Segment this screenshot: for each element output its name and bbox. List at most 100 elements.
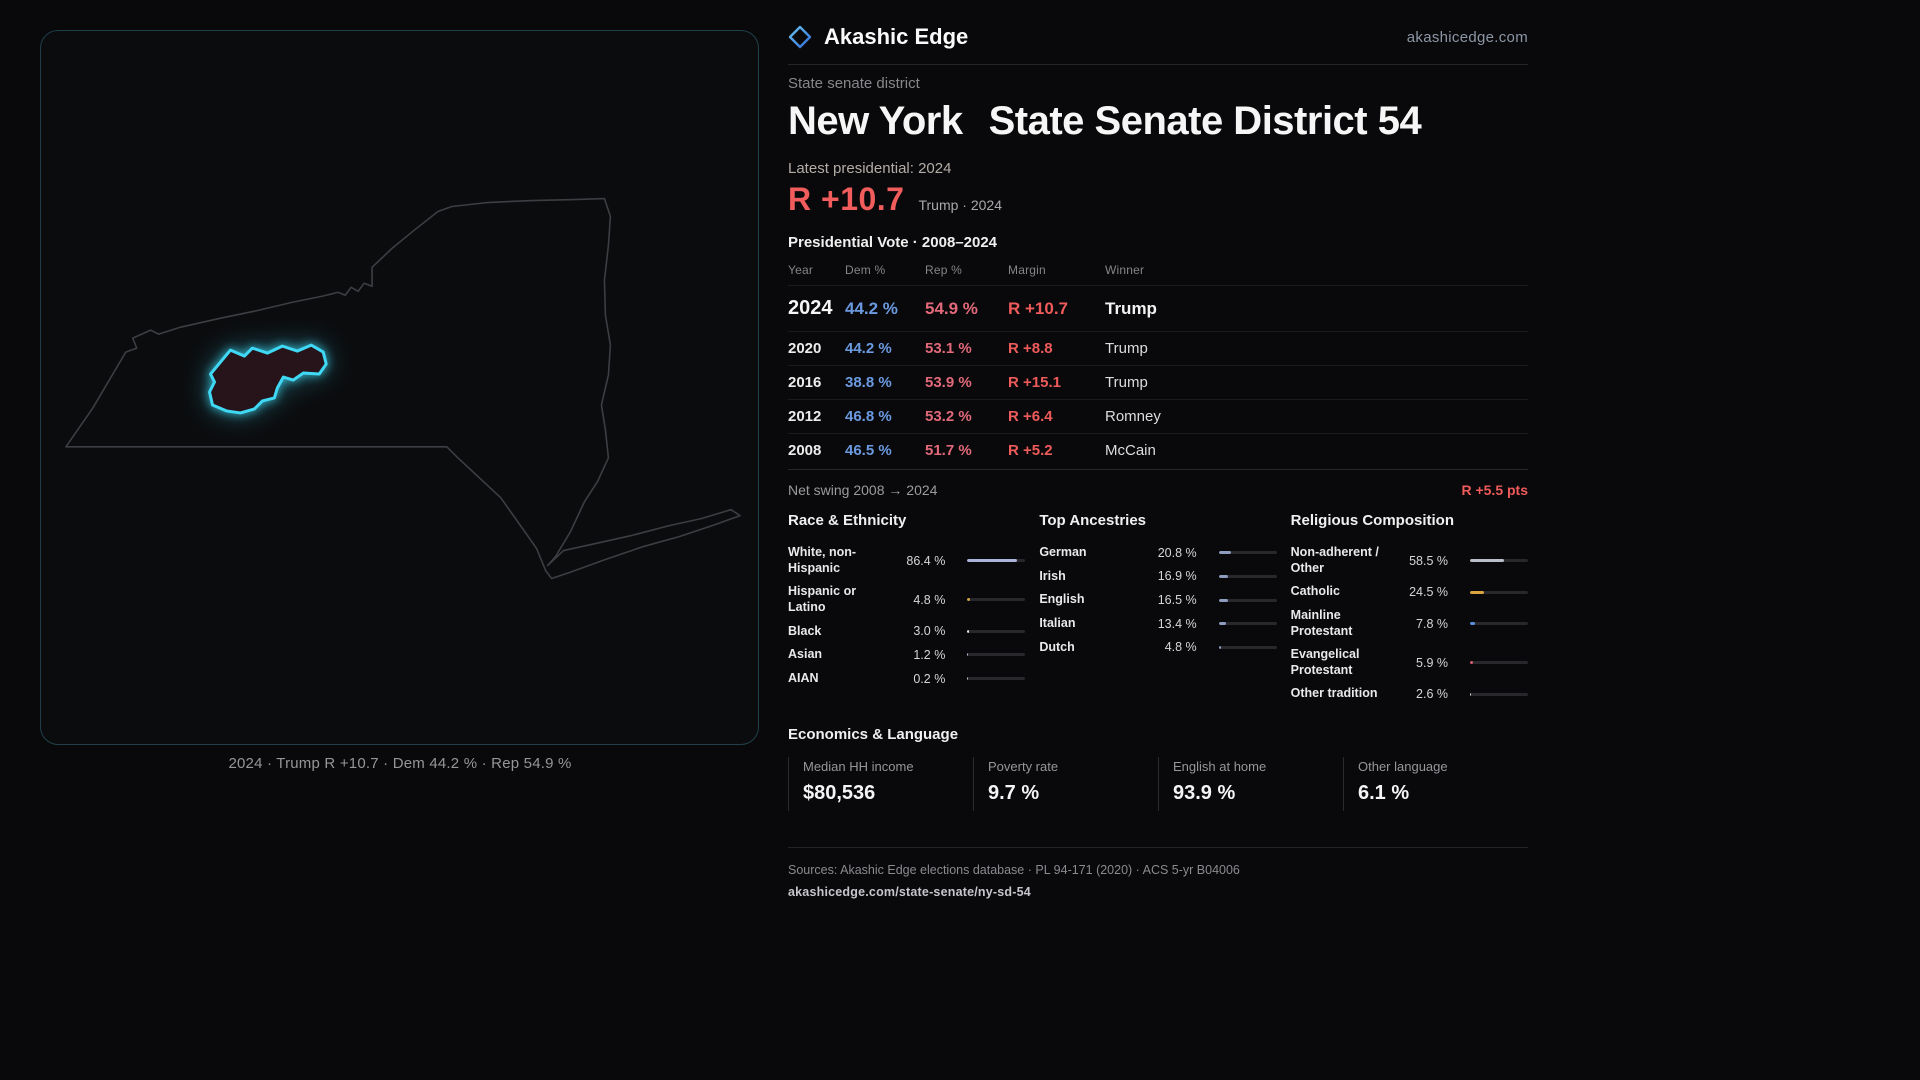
demo-value: 13.4 % (1157, 616, 1197, 631)
demo-value: 24.5 % (1409, 585, 1448, 600)
col-header-margin: Margin (1008, 263, 1046, 277)
percent-bar (1218, 645, 1277, 649)
section-title: Top Ancestries (1039, 512, 1147, 529)
demo-label: Hispanic or Latino (788, 584, 857, 614)
cell-winner: Trump (1105, 340, 1148, 357)
net-swing-label: Net swing 2008 → 2024 (788, 482, 938, 498)
headline-margin-row: R +10.7 Trump · 2024 (788, 181, 1528, 218)
demo-row: Asian 1.2 % (788, 643, 1026, 667)
new-york-outline (65, 197, 741, 580)
demo-row: Other tradition 2.6 % (1291, 682, 1528, 706)
percent-bar-fill (1218, 598, 1229, 602)
cell-dem: 44.2 % (845, 299, 898, 318)
demo-label: Mainline Protestant (1290, 607, 1353, 638)
latest-presidential-label: Latest presidential: 2024 (788, 160, 952, 177)
demo-label: Asian (788, 647, 823, 662)
demo-value: 86.4 % (906, 553, 946, 568)
percent-bar-fill (1218, 574, 1229, 578)
table-row: 2016 38.8 % 53.9 % R +15.1 Trump (788, 366, 1528, 400)
demo-value: 0.2 % (913, 671, 946, 686)
percent-bar-fill (1469, 622, 1475, 625)
col-header-rep: Rep % (925, 263, 963, 277)
new-york-state-map (65, 197, 741, 580)
section-divider (788, 469, 1528, 470)
footer: Sources: Akashic Edge elections database… (788, 847, 1528, 902)
demo-value: 5.9 % (1416, 655, 1448, 670)
demo-value: 4.8 % (913, 592, 946, 607)
cell-rep: 51.7 % (925, 442, 972, 459)
percent-bar-fill (1218, 551, 1231, 555)
headline-margin-value: R +10.7 (788, 181, 905, 217)
percent-bar-fill (967, 653, 969, 657)
demo-label: English (1039, 592, 1085, 607)
cell-margin: R +6.4 (1008, 408, 1053, 425)
demo-row: Evangelical Protestant 5.9 % (1291, 643, 1528, 682)
demo-row: Catholic 24.5 % (1291, 580, 1528, 604)
economics-title: Economics & Language (788, 726, 959, 743)
percent-bar (967, 629, 1026, 633)
percent-bar-fill (1218, 622, 1227, 626)
percent-bar-fill (1218, 645, 1222, 649)
brand-name: Akashic Edge (824, 24, 969, 49)
stat-label: Median HH income (803, 759, 914, 774)
district-54-shape[interactable] (208, 343, 328, 415)
stat-english-at-home: English at home 93.9 % (1158, 757, 1343, 811)
cell-margin: R +5.2 (1008, 442, 1053, 459)
demo-label: Evangelical Protestant (1290, 647, 1360, 677)
cell-winner: Trump (1105, 299, 1157, 318)
district-map-panel (40, 30, 759, 745)
cell-margin: R +15.1 (1008, 374, 1061, 391)
demo-row: Black 3.0 % (788, 620, 1026, 644)
demo-label: Non-adherent / Other (1290, 545, 1379, 575)
demo-label: Black (788, 623, 822, 638)
demo-row: AIAN 0.2 % (788, 667, 1026, 691)
demo-row: Dutch 4.8 % (1039, 636, 1277, 660)
percent-bar-fill (967, 559, 1018, 563)
demo-row: Non-adherent / Other 58.5 % (1291, 541, 1528, 580)
header-bar: Akashic Edge akashicedge.com (788, 24, 1528, 65)
section-title: Religious Composition (1290, 512, 1454, 529)
stat-value: $80,536 (803, 782, 876, 804)
stat-label: English at home (1173, 759, 1267, 774)
map-caption: 2024 · Trump R +10.7 · Dem 44.2 % · Rep … (228, 755, 572, 772)
percent-bar (1469, 692, 1528, 696)
permalink[interactable]: akashicedge.com/state-senate/ny-sd-54 (788, 885, 1031, 899)
vote-table-title: Presidential Vote · 2008–2024 (788, 234, 998, 251)
stat-label: Other language (1358, 759, 1448, 774)
cell-dem: 38.8 % (845, 374, 892, 391)
percent-bar (967, 677, 1026, 681)
table-row: 2008 46.5 % 51.7 % R +5.2 McCain (788, 434, 1528, 467)
demo-value: 4.8 % (1164, 640, 1197, 655)
percent-bar (1469, 622, 1528, 625)
percent-bar (1218, 551, 1277, 555)
cell-dem: 46.8 % (845, 408, 892, 425)
percent-bar-fill (1469, 559, 1504, 563)
cell-winner: McCain (1105, 442, 1156, 459)
percent-bar (1218, 622, 1277, 626)
stat-value: 9.7 % (988, 782, 1040, 804)
section-title: Race & Ethnicity (788, 512, 907, 529)
demo-value: 3.0 % (913, 624, 946, 639)
economics-stats: Median HH income $80,536 Poverty rate 9.… (788, 757, 1528, 811)
demo-row: Irish 16.9 % (1039, 565, 1277, 589)
table-row: 2024 44.2 % 54.9 % R +10.7 Trump (788, 286, 1528, 332)
demo-label: Italian (1039, 615, 1076, 630)
cell-year: 2016 (788, 374, 822, 391)
cell-year: 2020 (788, 340, 822, 357)
demo-label: AIAN (788, 670, 819, 685)
stat-other-language: Other language 6.1 % (1343, 757, 1528, 811)
stat-label: Poverty rate (988, 759, 1059, 774)
detail-panel: Akashic Edge akashicedge.com State senat… (788, 24, 1528, 902)
percent-bar (1469, 590, 1528, 594)
demo-value: 16.9 % (1157, 569, 1197, 584)
demo-row: English 16.5 % (1039, 588, 1277, 612)
demo-value: 7.8 % (1416, 616, 1448, 631)
net-swing-value: R +5.5 pts (1461, 482, 1528, 498)
sources-line: Sources: Akashic Edge elections database… (788, 863, 1240, 877)
brand-domain-link[interactable]: akashicedge.com (1406, 28, 1528, 46)
net-swing-row: Net swing 2008 → 2024 R +5.5 pts (788, 470, 1528, 498)
demo-label: Other tradition (1290, 686, 1378, 701)
demo-value: 1.2 % (913, 647, 946, 662)
percent-bar-fill (967, 677, 969, 681)
demo-value: 20.8 % (1157, 545, 1197, 560)
